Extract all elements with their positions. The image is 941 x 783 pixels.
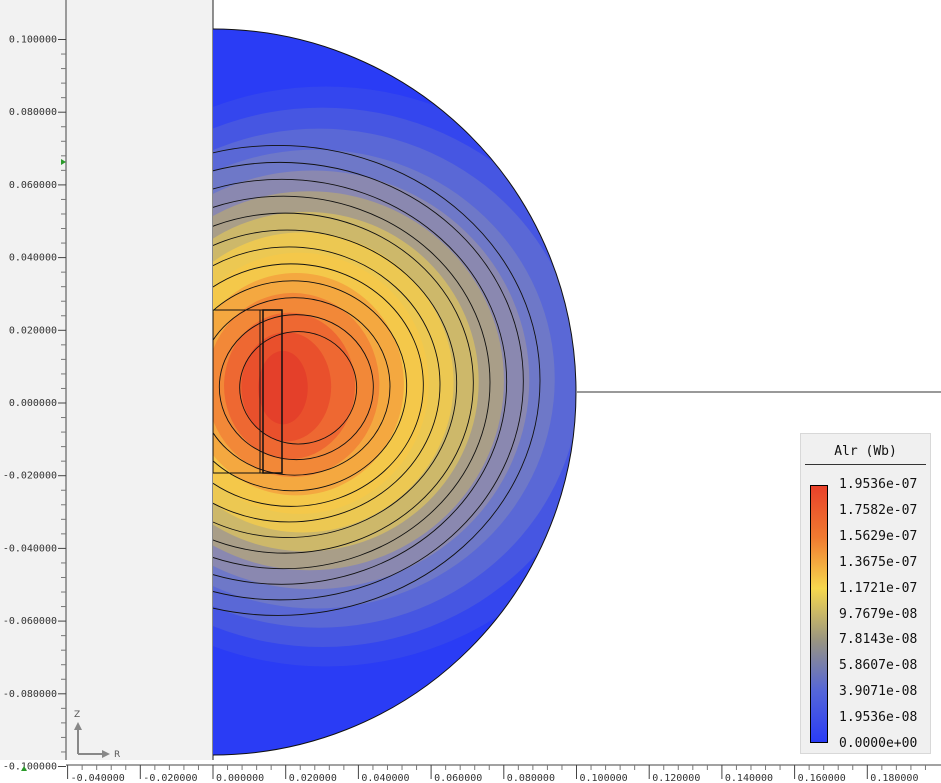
x-tick-label: 0.080000 xyxy=(507,773,555,783)
contour-line xyxy=(239,331,358,445)
legend-label: 9.7679e-08 xyxy=(839,606,918,622)
domain-boundary xyxy=(212,28,577,756)
contour-line xyxy=(213,246,441,523)
legend-label: 1.5629e-07 xyxy=(839,528,918,544)
y-tick-label: 0.040000 xyxy=(9,253,57,264)
legend-label: 5.8607e-08 xyxy=(839,658,918,674)
y-tick-label: -0.020000 xyxy=(3,471,57,482)
contour-band xyxy=(258,350,308,425)
contour-line xyxy=(213,212,474,554)
contour-lines xyxy=(213,145,541,616)
y-tick-label: -0.040000 xyxy=(3,543,57,554)
x-tick-label: 0.180000 xyxy=(870,773,918,783)
contour-line xyxy=(213,297,391,476)
y-marker-icon xyxy=(61,159,66,165)
contour-line xyxy=(213,229,458,538)
legend-label: 1.7582e-07 xyxy=(839,502,918,518)
contour-line xyxy=(213,280,408,492)
x-tick-label: 0.060000 xyxy=(434,773,482,783)
field-domain xyxy=(213,29,576,755)
axis-indicator: Z R xyxy=(74,710,120,760)
contour-bands xyxy=(213,86,576,667)
legend-label: 1.9536e-07 xyxy=(839,477,918,492)
legend-label: 1.1721e-07 xyxy=(839,580,918,596)
x-tick-label: 0.160000 xyxy=(798,773,846,783)
contour-line xyxy=(218,314,374,461)
contour-line xyxy=(213,145,541,616)
x-tick-label: 0.120000 xyxy=(652,773,700,783)
x-tick-label: 0.000000 xyxy=(216,773,264,783)
x-tick-label: -0.020000 xyxy=(143,773,197,783)
y-tick-label: 0.020000 xyxy=(9,325,57,336)
contour-line xyxy=(213,161,524,601)
y-tick-label: 0.000000 xyxy=(9,398,57,409)
x-tick-label: 0.040000 xyxy=(361,773,409,783)
legend-label: 1.9536e-08 xyxy=(839,710,918,726)
x-tick-label: 0.100000 xyxy=(580,773,628,783)
contour-line xyxy=(213,263,424,507)
contour-line xyxy=(213,195,491,570)
y-tick-label: -0.060000 xyxy=(3,616,57,627)
contour-line xyxy=(213,178,508,585)
legend-label: 1.3675e-07 xyxy=(839,554,918,570)
y-tick-label: -0.100000 xyxy=(3,762,57,773)
legend-color-bar xyxy=(810,485,828,743)
y-tick-label: 0.080000 xyxy=(9,107,57,118)
y-tick-label: 0.060000 xyxy=(9,180,57,191)
coil-winding xyxy=(262,309,283,474)
z-axis-label: Z xyxy=(74,710,80,720)
y-axis: 0.100000 0.080000 0.060000 0.040000 0.020000… xyxy=(3,0,67,773)
legend-title: Alr (Wb) xyxy=(805,440,926,465)
x-tick-label: -0.040000 xyxy=(71,773,125,783)
legend-label: 3.9071e-08 xyxy=(839,684,918,700)
x-tick-label: 0.020000 xyxy=(289,773,337,783)
x-marker-icon xyxy=(21,766,27,771)
x-tick-label: 0.140000 xyxy=(725,773,773,783)
legend-label: 7.8143e-08 xyxy=(839,632,918,648)
x-axis: -0.040000 -0.020000 0.000000 0.020000 0.0400… xyxy=(66,764,941,783)
y-tick-label: 0.100000 xyxy=(9,35,57,46)
legend-label: 0.0000e+00 xyxy=(839,736,918,751)
color-legend: Alr (Wb) 1.9536e-07 1.7582e-07 1.5629e-07 1… xyxy=(800,433,931,754)
r-axis-label: R xyxy=(114,750,120,760)
left-background xyxy=(0,0,213,760)
y-tick-label: -0.080000 xyxy=(3,689,57,700)
